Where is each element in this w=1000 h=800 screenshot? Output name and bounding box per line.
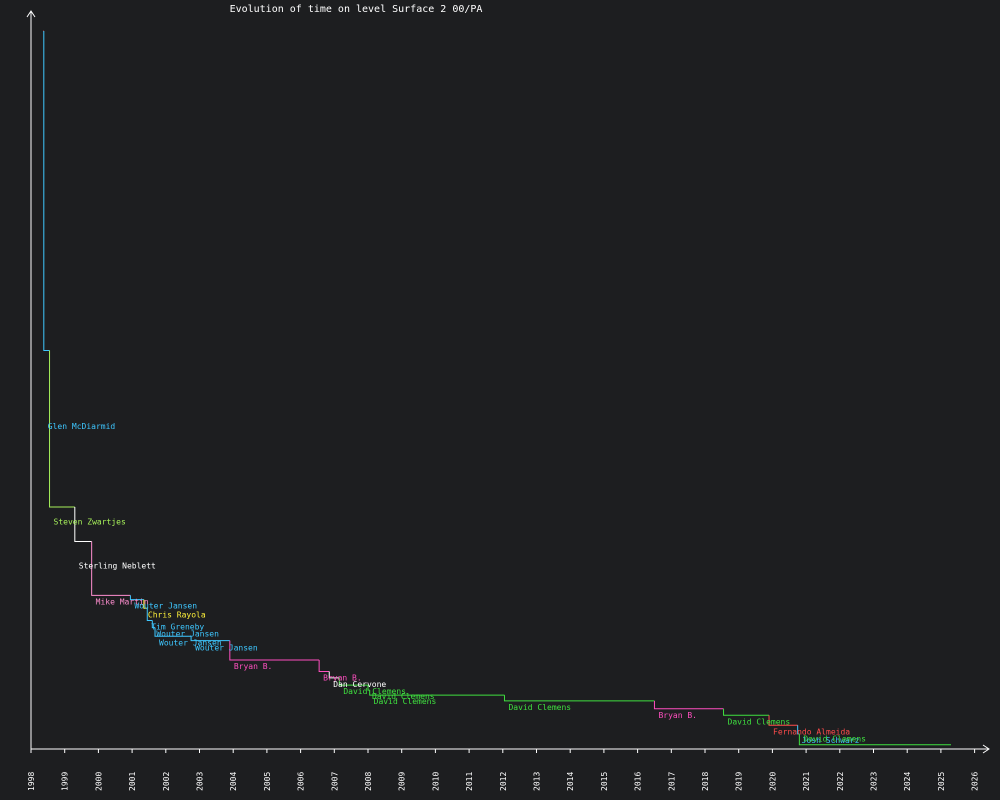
x-tick-label: 2025	[937, 772, 946, 791]
record-step	[129, 595, 144, 601]
record-holder-label: David Clemens	[508, 703, 571, 712]
record-holder-label: Wouter Jansen	[156, 630, 219, 639]
axes	[26, 10, 990, 754]
record-holder-label: Bryan B.	[323, 673, 362, 682]
record-step	[797, 725, 800, 735]
x-tick-label: 2026	[971, 772, 980, 791]
record-step	[91, 541, 131, 596]
x-axis-arrow	[982, 744, 990, 754]
x-tick-label: 2017	[667, 772, 676, 791]
x-tick-label: 2003	[196, 772, 205, 791]
record-holder-label: Sterling Neblett	[79, 561, 156, 570]
record-holder-label: Bryan B.	[658, 711, 697, 720]
record-step	[653, 700, 724, 710]
x-tick-label: 2013	[533, 772, 542, 791]
record-step	[328, 671, 340, 679]
record-holder-label: Chris Rayola	[148, 610, 206, 619]
record-step	[338, 677, 368, 686]
record-step	[151, 620, 156, 629]
record-holder-label: Tim Greneby	[151, 622, 204, 631]
x-tick-label: 2016	[634, 772, 643, 791]
record-holder-label: Mike Martin	[96, 597, 149, 606]
record-step	[503, 695, 655, 702]
record-step	[367, 685, 370, 691]
record-holder-label: Fernando Almeida	[773, 727, 850, 736]
record-holder-label: Wouter Jansen	[159, 638, 222, 647]
record-step	[43, 31, 50, 352]
x-tick-label: 2007	[330, 772, 339, 791]
record-step	[74, 507, 92, 542]
x-tick-label: 2011	[465, 772, 474, 791]
record-holder-label: David Clemens	[343, 687, 406, 696]
x-tick-label: 2020	[768, 772, 777, 791]
x-ticks: 1998 1999 2000 2001 2002 2003 2004 2005 2006 2007…	[27, 749, 980, 791]
chart-title: Evolution of time on level Surface 2 00/…	[230, 4, 483, 15]
record-holder-label: Wouter Jansen	[134, 602, 197, 611]
record-labels: Glen McDiarmid Steven Zwartjes Sterling Ne…	[48, 422, 866, 745]
x-tick-label: 2005	[263, 772, 272, 791]
record-holder-label: Wouter Jansen	[195, 643, 258, 652]
record-holder-label: David Clemens	[372, 692, 435, 701]
record-holder-label: David Clemens	[374, 697, 437, 706]
x-tick-label: 2019	[735, 772, 744, 791]
x-tick-label: 2024	[903, 772, 912, 791]
x-tick-label: 2010	[431, 772, 440, 791]
record-holder-label: David Clemens	[803, 735, 866, 744]
x-tick-label: 2009	[398, 772, 407, 791]
x-tick-label: 2002	[162, 772, 171, 791]
record-step	[318, 659, 330, 672]
record-step	[154, 627, 192, 637]
x-tick-label: 2015	[600, 772, 609, 791]
record-step	[49, 350, 75, 508]
x-tick-label: 2006	[297, 772, 306, 791]
record-steps	[43, 30, 952, 746]
x-tick-label: 2018	[701, 772, 710, 791]
x-tick-label: 2021	[802, 772, 811, 791]
x-tick-label: 1998	[27, 772, 36, 791]
x-tick-label: 2023	[870, 772, 879, 791]
record-step	[369, 690, 505, 696]
x-tick-label: 2014	[566, 772, 575, 791]
record-step	[143, 599, 148, 609]
x-tick-label: 2008	[364, 772, 373, 791]
record-holder-label: David Clemens	[728, 717, 791, 726]
record-step	[723, 708, 770, 716]
x-tick-label: 1999	[61, 772, 70, 791]
y-axis-arrow	[26, 10, 36, 18]
record-holder-label: Bryan B.	[234, 662, 273, 671]
record-holder-label: Dan Cervone	[333, 680, 386, 689]
x-tick-label: 2001	[128, 772, 137, 791]
x-tick-label: 2000	[94, 772, 103, 791]
x-tick-label: 2022	[836, 772, 845, 791]
record-holder-label: Glen McDiarmid	[48, 422, 116, 431]
record-holder-label: Steven Zwartjes	[54, 517, 126, 526]
record-step	[146, 608, 153, 621]
record-step	[798, 733, 952, 746]
x-tick-label: 2004	[229, 772, 238, 791]
record-step	[229, 640, 320, 661]
x-tick-label: 2012	[499, 772, 508, 791]
record-step	[190, 636, 230, 642]
record-holder-label: Josh Schwarz	[802, 736, 860, 745]
record-step	[768, 715, 798, 726]
